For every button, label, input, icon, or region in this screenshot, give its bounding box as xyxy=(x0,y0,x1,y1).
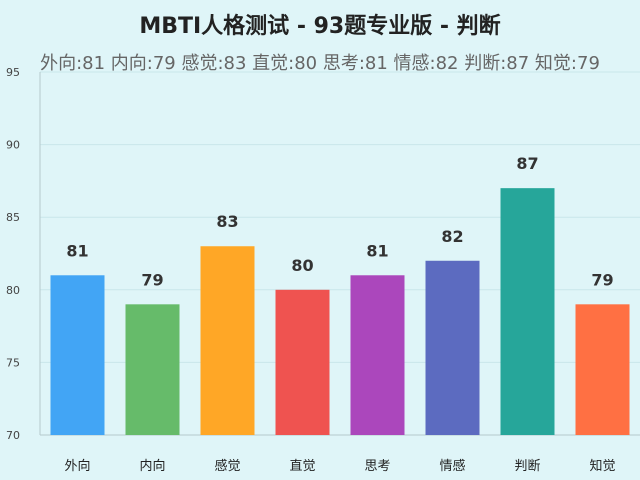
bar-4 xyxy=(275,289,330,435)
value-label: 80 xyxy=(291,256,313,275)
bar-2 xyxy=(125,304,180,435)
bar-3 xyxy=(200,246,255,435)
value-label: 79 xyxy=(141,270,163,289)
value-label: 83 xyxy=(216,212,238,231)
chart-subtitle: 外向:81 内向:79 感觉:83 直觉:80 思考:81 情感:82 判断:8… xyxy=(40,53,600,74)
bar-1 xyxy=(50,275,105,435)
value-label: 79 xyxy=(591,270,613,289)
bar-6 xyxy=(425,260,480,435)
x-tick-label: 外向 xyxy=(64,458,90,474)
y-tick-label: 75 xyxy=(6,356,20,369)
x-tick-label: 情感 xyxy=(439,458,465,474)
x-tick-label: 内向 xyxy=(139,458,165,474)
y-tick-label: 85 xyxy=(6,211,20,224)
chart-title: MBTI人格测试 - 93题专业版 - 判断 xyxy=(139,14,501,39)
x-tick-label: 判断 xyxy=(514,459,540,474)
y-tick-label: 90 xyxy=(6,139,20,152)
value-label: 81 xyxy=(366,241,388,260)
value-label: 81 xyxy=(66,241,88,260)
x-tick-label: 思考 xyxy=(364,459,390,474)
x-tick-label: 直觉 xyxy=(289,459,315,474)
x-tick-label: 知觉 xyxy=(589,458,615,474)
bar-8 xyxy=(575,304,630,435)
bar-5 xyxy=(350,275,405,435)
x-tick-label: 感觉 xyxy=(214,458,240,474)
y-tick-label: 80 xyxy=(6,284,20,297)
bars xyxy=(50,188,630,435)
value-label: 87 xyxy=(516,154,538,173)
bar-7 xyxy=(500,188,555,435)
y-tick-label: 95 xyxy=(6,66,20,79)
labels: 81 外向 79 内向 83 感觉 80 直觉 81 思考 82 情感 87 判断 79 知觉 xyxy=(64,154,615,474)
y-tick-label: 70 xyxy=(6,429,20,442)
value-label: 82 xyxy=(441,227,463,246)
